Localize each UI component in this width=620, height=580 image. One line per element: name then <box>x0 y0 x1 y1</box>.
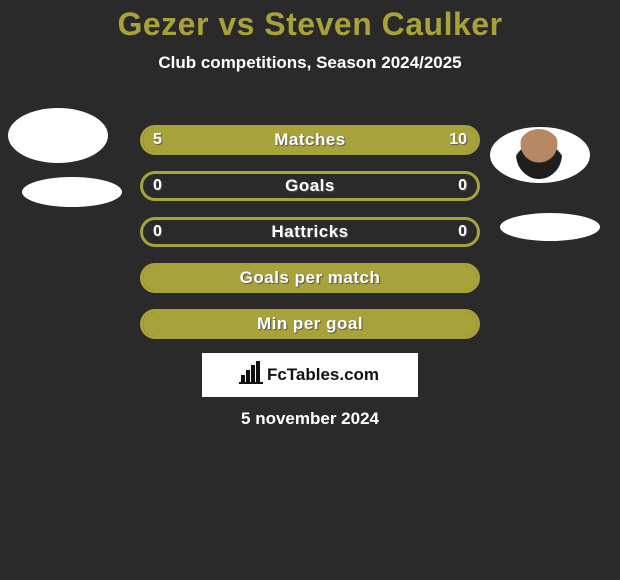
player1-name: Gezer <box>117 6 208 42</box>
vs-label: vs <box>218 6 255 42</box>
stat-label: Matches <box>143 128 477 152</box>
comparison-card: Gezer vs Steven Caulker Club competition… <box>0 0 620 580</box>
brand-text: FcTables.com <box>267 365 379 385</box>
stat-row: 00Hattricks <box>140 217 480 247</box>
stat-row: Goals per match <box>140 263 480 293</box>
player2-club-badge <box>500 213 600 241</box>
subtitle: Club competitions, Season 2024/2025 <box>0 53 620 73</box>
page-title: Gezer vs Steven Caulker <box>0 0 620 43</box>
player2-name: Steven Caulker <box>264 6 502 42</box>
stat-row: 00Goals <box>140 171 480 201</box>
player1-club-badge <box>22 177 122 207</box>
stat-row: 510Matches <box>140 125 480 155</box>
stat-label: Hattricks <box>143 220 477 244</box>
brand-box[interactable]: FcTables.com <box>202 353 418 397</box>
stat-label: Min per goal <box>143 312 477 336</box>
player2-avatar <box>490 127 590 183</box>
footer-date: 5 november 2024 <box>0 409 620 429</box>
stat-row: Min per goal <box>140 309 480 339</box>
stat-bars: 510Matches 00Goals 00Hattricks Goals per ma… <box>140 125 480 355</box>
brand-chart-icon <box>241 366 263 384</box>
player1-avatar <box>8 108 108 163</box>
stat-label: Goals <box>143 174 477 198</box>
stat-label: Goals per match <box>143 266 477 290</box>
